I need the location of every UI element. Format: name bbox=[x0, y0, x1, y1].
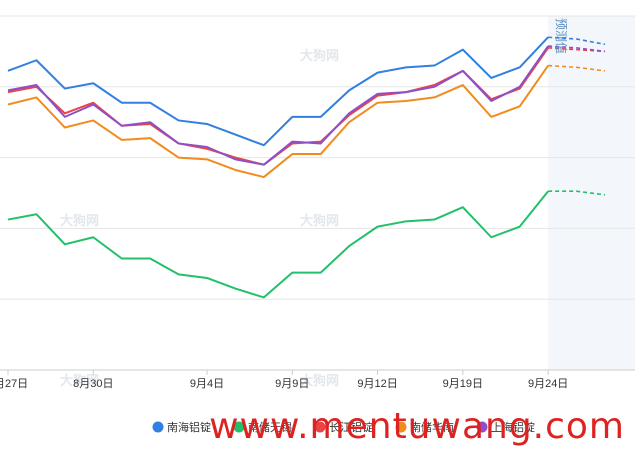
series-line bbox=[7, 64, 549, 179]
forecast-line bbox=[548, 45, 606, 53]
x-tick-label: 9月12日 bbox=[357, 378, 397, 390]
legend-marker bbox=[476, 421, 488, 433]
legend-item[interactable]: 长江铝锭 bbox=[314, 420, 374, 434]
x-axis: 8月27日 8月30日 9月4日 9月9日 9月12日 9月19日 9月24日 bbox=[0, 370, 568, 390]
series-line bbox=[7, 45, 549, 166]
forecast-line bbox=[548, 64, 606, 72]
legend-marker bbox=[152, 421, 164, 433]
logo-watermark: 大狗网 bbox=[300, 48, 339, 63]
forecast-label: 预测值 bbox=[554, 18, 569, 54]
legend-label: 上海铝锭 bbox=[491, 420, 535, 434]
logo-watermark: 大狗网 bbox=[300, 213, 339, 228]
logo-watermark: 大狗网 bbox=[60, 373, 99, 388]
logo-watermark: 大狗网 bbox=[60, 213, 99, 228]
legend-marker bbox=[233, 421, 245, 433]
x-tick-label: 9月9日 bbox=[275, 378, 309, 390]
legend[interactable]: 南海铝锭 南储无锡 长江铝锭 南储华南 上海铝锭 bbox=[152, 420, 536, 434]
legend-label: 南海铝锭 bbox=[167, 420, 211, 434]
legend-item[interactable]: 上海铝锭 bbox=[476, 420, 536, 434]
legend-label: 南储无锡 bbox=[248, 420, 292, 434]
forecast-segments bbox=[548, 36, 606, 196]
legend-label: 南储华南 bbox=[410, 420, 454, 434]
legend-label: 长江铝锭 bbox=[329, 420, 373, 434]
x-tick-label: 9月4日 bbox=[190, 378, 224, 390]
legend-item[interactable]: 南储华南 bbox=[395, 420, 455, 434]
series-line bbox=[7, 36, 549, 147]
x-tick-label: 8月27日 bbox=[0, 378, 28, 390]
forecast-line bbox=[548, 47, 606, 53]
forecast-line bbox=[548, 36, 606, 46]
series-lines bbox=[7, 36, 549, 299]
legend-marker bbox=[314, 421, 326, 433]
grid-lines bbox=[0, 15, 635, 371]
legend-marker bbox=[395, 421, 407, 433]
logo-watermark: 大狗网 bbox=[300, 373, 339, 388]
forecast-line bbox=[548, 190, 606, 196]
site-watermark: www.mentuwang.com bbox=[209, 406, 625, 447]
x-tick-label: 9月24日 bbox=[528, 378, 568, 390]
x-tick-label: 8月30日 bbox=[73, 378, 113, 390]
series-line bbox=[7, 190, 549, 299]
x-tick-label: 9月19日 bbox=[443, 378, 483, 390]
legend-item[interactable]: 南储无锡 bbox=[233, 420, 293, 434]
legend-item[interactable]: 南海铝锭 bbox=[152, 420, 212, 434]
